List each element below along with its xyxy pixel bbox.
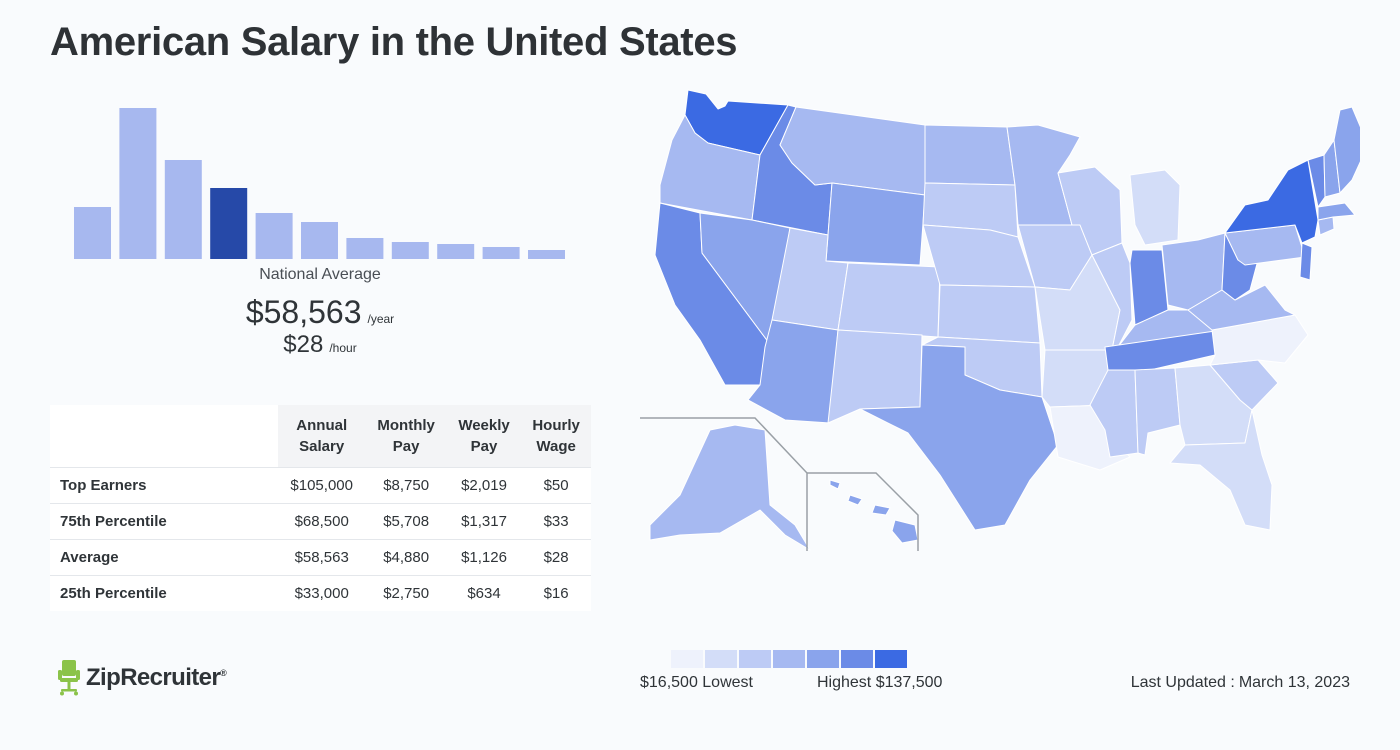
legend-swatch [841,650,873,668]
us-salary-map [640,89,1360,551]
histogram-bar [482,247,520,259]
hourly-unit: /hour [329,341,357,355]
histogram-bar [437,244,475,259]
last-updated: Last Updated : March 13, 2023 [1131,674,1350,692]
cell-annual: $68,500 [278,503,366,540]
legend-color-scale [671,650,907,668]
hourly-average-value: $28 [283,331,324,358]
salary-histogram [74,108,565,259]
cell-weekly: $1,126 [446,539,522,576]
cell-annual: $33,000 [278,575,366,611]
legend-swatch [875,650,907,668]
cell-annual: $58,563 [278,539,366,576]
state-nebraska [922,224,1036,288]
histogram-bar [301,222,338,259]
state-new-jersey [1299,242,1313,281]
row-label: 25th Percentile [50,575,278,611]
ziprecruiter-logo: ZipRecruiter® [58,660,227,696]
legend-swatch [807,650,839,668]
state-maine [1333,106,1360,194]
table-header-blank [50,405,278,468]
state-colorado [837,262,941,338]
table-header-annual: Annual Salary [278,405,366,468]
state-new-york [1224,159,1319,244]
legend-low-label: $16,500 Lowest [640,674,753,691]
legend-swatch [739,650,771,668]
state-texas [859,344,1059,531]
table-header-row: Annual Salary Monthly Pay Weekly Pay Hourly… [50,405,591,468]
cell-hourly: $16 [521,575,591,611]
cell-weekly: $634 [446,575,522,611]
annual-unit: /year [367,312,395,326]
last-updated-label: Last Updated : [1130,674,1235,691]
cell-hourly: $28 [521,539,591,576]
histogram-bar [346,238,384,259]
national-average-label: National Average [259,266,381,283]
table-row: Average $58,563 $4,880 $1,126 $28 [50,539,591,576]
hawaii-inset-frame [807,472,919,551]
state-north-dakota [924,124,1016,186]
legend-swatch [773,650,805,668]
state-wyoming [825,182,926,266]
table-row: Top Earners $105,000 $8,750 $2,019 $50 [50,467,591,504]
page-title: American Salary in the United States [50,20,738,64]
state-florida [1169,409,1273,531]
salary-table: Annual Salary Monthly Pay Weekly Pay Hourly… [50,405,591,611]
state-hawaii [829,479,919,544]
table-row: 25th Percentile $33,000 $2,750 $634 $16 [50,575,591,611]
annual-average-value: $58,563 [245,294,362,330]
cell-monthly: $8,750 [365,467,447,504]
histogram-bar [74,207,111,259]
table-header-hourly: Hourly Wage [521,405,591,468]
histogram-bar-highlighted [210,188,248,259]
annual-average: $58,563/year [50,294,590,331]
state-massachusetts [1317,202,1356,221]
cell-hourly: $50 [521,467,591,504]
state-michigan [1129,169,1181,246]
brand-name: ZipRecruiter® [86,664,227,691]
cell-monthly: $2,750 [365,575,447,611]
legend-swatch [705,650,737,668]
histogram-bar [255,213,293,259]
state-kansas [937,284,1041,344]
state-alaska [649,424,811,551]
histogram-bar [119,108,157,259]
last-updated-date: March 13, 2023 [1238,674,1350,691]
row-label: Top Earners [50,467,278,504]
legend-swatch [671,650,703,668]
state-north-carolina [1209,314,1309,366]
table-header-monthly: Monthly Pay [365,405,447,468]
state-tennessee [1104,329,1223,371]
row-label: 75th Percentile [50,503,278,540]
state-oregon [659,114,761,221]
cell-weekly: $2,019 [446,467,522,504]
legend-high-label: Highest $137,500 [817,674,943,691]
hourly-average: $28/hour [50,331,590,359]
row-label: Average [50,539,278,576]
histogram-bar [391,242,429,259]
table-row: 75th Percentile $68,500 $5,708 $1,317 $3… [50,503,591,540]
state-illinois [1091,242,1133,351]
state-alabama [1134,367,1181,456]
cell-monthly: $4,880 [365,539,447,576]
cell-annual: $105,000 [278,467,366,504]
table-header-weekly: Weekly Pay [446,405,522,468]
office-chair-icon [58,660,80,696]
histogram-bar [164,160,202,259]
histogram-bar [528,250,565,259]
cell-hourly: $33 [521,503,591,540]
cell-monthly: $5,708 [365,503,447,540]
alaska-inset-frame [640,417,808,551]
cell-weekly: $1,317 [446,503,522,540]
